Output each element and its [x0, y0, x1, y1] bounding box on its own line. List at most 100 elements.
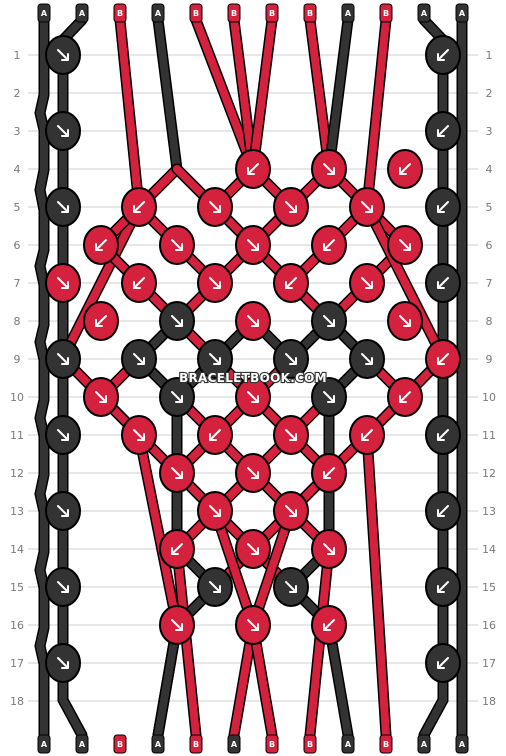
start-string-label-marker [151, 3, 165, 23]
row-label-right: 8 [486, 315, 493, 328]
row-label-right: 15 [482, 581, 496, 594]
arrow-down-left-icon [437, 429, 449, 441]
knot [387, 149, 423, 189]
row-label-left: 10 [10, 391, 24, 404]
arrow-down-right-icon [323, 163, 335, 175]
arrow-down-right-icon [209, 201, 221, 213]
arrow-down-right-icon [171, 315, 183, 327]
knot [349, 187, 385, 227]
end-string-label: A [345, 740, 352, 749]
knot [273, 491, 309, 531]
start-string-label: B [269, 9, 275, 18]
arrow-down-right-icon [285, 201, 297, 213]
row-label-left: 5 [14, 201, 21, 214]
end-string-label: B [383, 740, 389, 749]
strand [363, 16, 390, 211]
end-string-label: A [231, 740, 238, 749]
knot [159, 225, 195, 265]
row-label-left: 8 [14, 315, 21, 328]
end-string-label: A [155, 740, 162, 749]
row-label-left: 9 [14, 353, 21, 366]
knot [273, 339, 309, 379]
end-string-label: B [269, 740, 275, 749]
arrow-down-left-icon [323, 467, 335, 479]
end-string-label-marker [265, 734, 279, 754]
arrow-down-right-icon [285, 353, 297, 365]
arrow-down-right-icon [171, 239, 183, 251]
knot [425, 187, 461, 227]
start-string-label: A [459, 9, 466, 18]
start-string-label-marker [227, 3, 241, 23]
watermark: BRACELETBOOK.COM [179, 371, 327, 385]
end-string-label-marker [189, 734, 203, 754]
start-string-label: B [193, 9, 199, 18]
arrow-down-right-icon [247, 315, 259, 327]
end-string-label-marker [455, 734, 469, 754]
row-label-left: 7 [14, 277, 21, 290]
arrow-down-left-icon [437, 277, 449, 289]
end-string-label: A [79, 740, 86, 749]
row-label-left: 4 [14, 163, 21, 176]
end-string-label-marker [75, 734, 89, 754]
arrow-down-left-icon [323, 239, 335, 251]
knot [235, 225, 271, 265]
arrow-down-right-icon [361, 201, 373, 213]
knot [197, 339, 233, 379]
row-label-left: 12 [10, 467, 24, 480]
knot [45, 415, 81, 455]
arrow-down-right-icon [361, 353, 373, 365]
start-string-label-marker [379, 3, 393, 23]
knot [45, 339, 81, 379]
end-string-label-marker [303, 734, 317, 754]
knot [311, 529, 347, 569]
knot [121, 339, 157, 379]
arrow-down-left-icon [361, 429, 373, 441]
arrow-down-left-icon [209, 429, 221, 441]
row-label-left: 18 [10, 695, 24, 708]
strand [154, 16, 181, 173]
end-string-label-marker [37, 734, 51, 754]
arrow-down-right-icon [209, 277, 221, 289]
knot [159, 377, 195, 417]
strand [306, 16, 333, 173]
start-string-label: A [155, 9, 162, 18]
start-string-label-marker [265, 3, 279, 23]
knot [159, 301, 195, 341]
knot [349, 415, 385, 455]
arrow-down-left-icon [133, 277, 145, 289]
knots [45, 35, 461, 683]
knot [159, 529, 195, 569]
arrow-down-left-icon [437, 657, 449, 669]
arrow-down-left-icon [247, 163, 259, 175]
row-label-right: 9 [486, 353, 493, 366]
knot [425, 35, 461, 75]
row-label-right: 17 [482, 657, 496, 670]
knot [273, 263, 309, 303]
row-label-left: 3 [14, 125, 21, 138]
knot [311, 453, 347, 493]
row-label-left: 15 [10, 581, 24, 594]
knot [235, 529, 271, 569]
start-string-label: B [231, 9, 237, 18]
arrow-down-right-icon [171, 391, 183, 403]
arrow-down-right-icon [399, 315, 411, 327]
arrow-down-right-icon [57, 353, 69, 365]
row-label-right: 5 [486, 201, 493, 214]
start-string-label-marker [455, 3, 469, 23]
start-string-label-marker [303, 3, 317, 23]
row-label-left: 11 [10, 429, 24, 442]
knot [45, 643, 81, 683]
arrow-down-left-icon [95, 239, 107, 251]
knot [197, 187, 233, 227]
knot [197, 491, 233, 531]
start-string-label-marker [75, 3, 89, 23]
arrow-down-left-icon [437, 201, 449, 213]
arrow-down-right-icon [95, 391, 107, 403]
arrow-down-left-icon [399, 391, 411, 403]
knot [425, 567, 461, 607]
arrow-down-right-icon [247, 619, 259, 631]
row-label-right: 12 [482, 467, 496, 480]
arrow-down-left-icon [95, 315, 107, 327]
knot [425, 263, 461, 303]
row-label-left: 16 [10, 619, 24, 632]
